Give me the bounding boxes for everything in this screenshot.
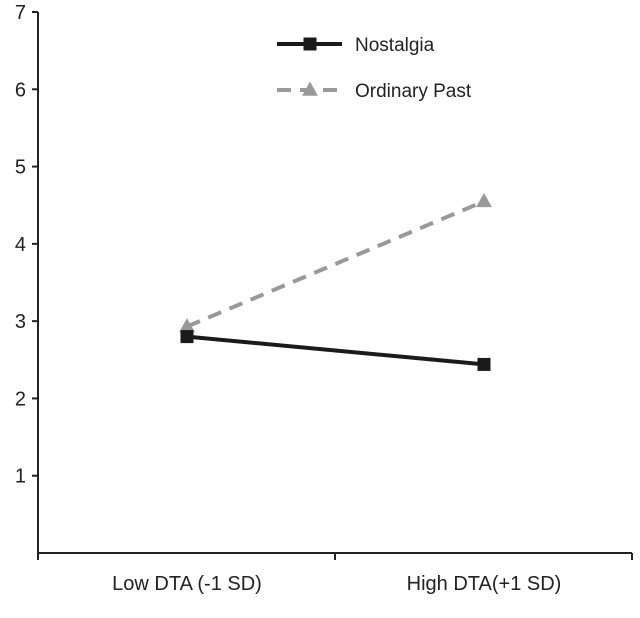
x-ticks: Low DTA (-1 SD) High DTA(+1 SD) [37,553,633,595]
square-marker [303,37,317,51]
legend-label: Ordinary Past [355,81,472,102]
series-line [186,334,485,367]
series-ordinary-past [179,192,492,333]
triangle-marker [476,192,492,208]
y-tick-label: 4 [15,234,26,256]
legend-item: Ordinary Past [277,81,472,102]
triangle-marker [179,318,195,333]
y-tick-label: 3 [15,311,26,333]
x-category-label: High DTA(+1 SD) [407,573,562,595]
legend-label: Nostalgia [355,35,435,56]
y-tick-label: 2 [15,388,26,410]
series-nostalgia [180,330,491,371]
y-tick-label: 7 [15,2,26,24]
y-tick-label: 6 [15,79,26,101]
square-marker [477,357,491,371]
axes [37,12,632,554]
series-line [186,199,485,329]
triangle-marker [302,81,318,96]
square-marker [180,330,194,344]
y-tick-label: 1 [15,466,26,488]
legend: Nostalgia Ordinary Past [277,35,472,102]
y-tick-label: 5 [15,157,26,179]
series-layer [179,192,492,371]
x-category-label: Low DTA (-1 SD) [112,573,262,595]
y-ticks: 1 2 3 4 5 6 7 [15,2,38,488]
legend-item: Nostalgia [277,35,435,56]
